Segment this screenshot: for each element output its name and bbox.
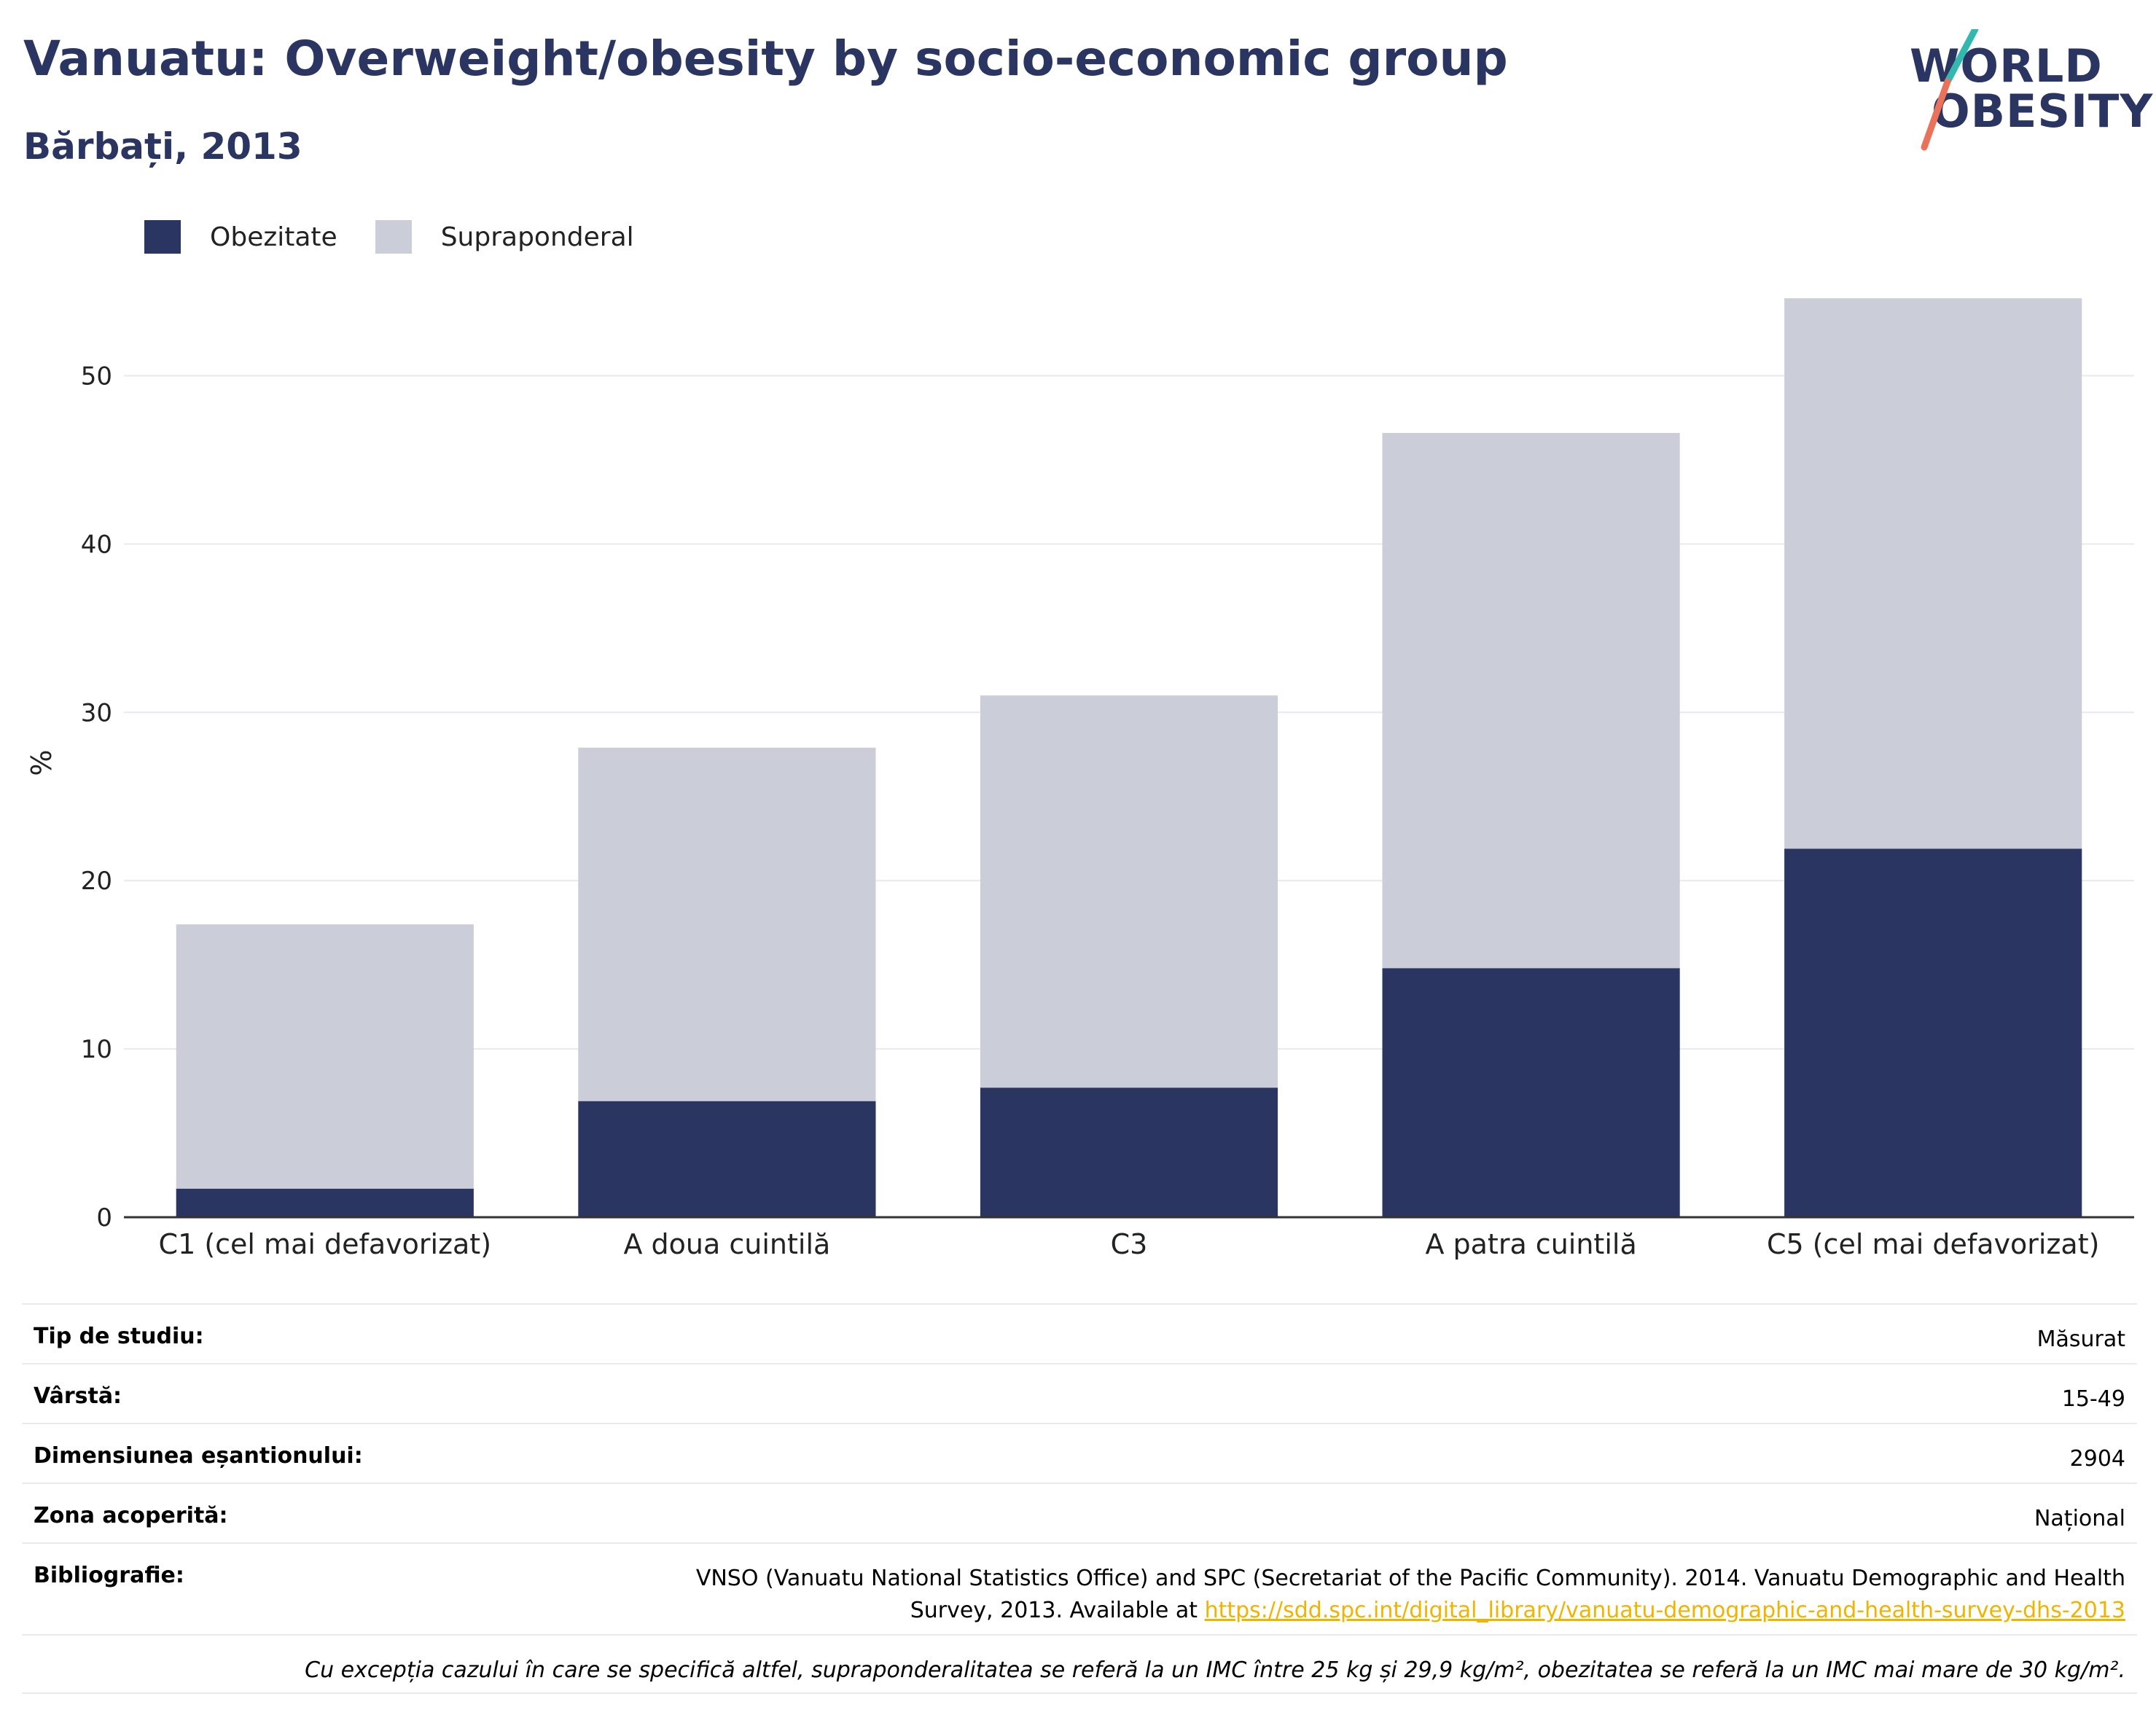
info-label: Tip de studiu: (34, 1324, 204, 1349)
bar-obesity (1382, 968, 1680, 1217)
y-tick-label: 30 (81, 698, 112, 727)
info-row-study-type: Tip de studiu: Măsurat (22, 1303, 2137, 1363)
footnote: Cu excepția cazului în care se specifică… (305, 1657, 2125, 1683)
world-obesity-logo: WORLD OBESITY (1895, 29, 2152, 160)
y-tick-label: 10 (81, 1035, 112, 1064)
x-tick-label: C5 (cel mai defavorizat) (1767, 1228, 2100, 1260)
info-label: Dimensiunea eșantionului: (34, 1443, 363, 1469)
info-value: 2904 (2069, 1446, 2125, 1472)
info-row-note: Cu excepția cazului în care se specifică… (22, 1634, 2137, 1694)
y-axis-label: % (26, 749, 58, 776)
bar-overweight (1784, 298, 2082, 849)
x-tick-label: C1 (cel mai defavorizat) (159, 1228, 492, 1260)
bibliography-text: VNSO (Vanuatu National Statistics Office… (696, 1544, 2125, 1627)
info-label: Bibliografie: (34, 1563, 184, 1588)
legend-swatch-obesity (144, 220, 181, 254)
x-tick-label: C3 (1111, 1228, 1148, 1260)
y-tick-label: 50 (81, 362, 112, 391)
legend-label-obesity: Obezitate (210, 222, 337, 252)
bar-obesity (980, 1087, 1278, 1217)
info-label: Zona acoperită: (34, 1503, 228, 1528)
y-tick-label: 20 (81, 867, 112, 896)
info-table: Tip de studiu: Măsurat Vârstă: 15-49 Dim… (22, 1303, 2137, 1694)
y-tick-label: 40 (81, 530, 112, 559)
legend-item-overweight[interactable]: Supraponderal (375, 220, 634, 254)
x-tick-label: A patra cuintilă (1425, 1228, 1636, 1260)
bar-overweight (1382, 432, 1680, 969)
legend-item-obesity[interactable]: Obezitate (144, 220, 337, 254)
y-tick-label: 0 (96, 1203, 112, 1233)
logo-slash-icon (1921, 29, 1979, 151)
bibliography-link[interactable]: https://sdd.spc.int/digital_library/vanu… (1204, 1598, 2125, 1623)
chart-subtitle: Bărbați, 2013 (23, 125, 302, 168)
logo-word-1: WORLD (1910, 39, 2103, 93)
info-value: Măsurat (2036, 1327, 2125, 1352)
bar-chart: 0 10 20 30 40 50% C1 (cel mai defavorizat) A do… (26, 298, 2134, 1260)
info-row-coverage: Zona acoperită: Național (22, 1483, 2137, 1542)
legend-label-overweight: Supraponderal (440, 222, 634, 252)
bar-overweight (578, 747, 876, 1101)
info-row-sample-size: Dimensiunea eșantionului: 2904 (22, 1423, 2137, 1483)
legend-swatch-overweight (375, 220, 412, 254)
info-label: Vârstă: (34, 1383, 122, 1409)
chart-title: Vanuatu: Overweight/obesity by socio-eco… (23, 31, 1508, 87)
info-value: Național (2034, 1506, 2125, 1531)
bibliography-line-1: VNSO (Vanuatu National Statistics Office… (695, 1566, 2125, 1591)
bar-obesity (1784, 848, 2082, 1217)
bar-overweight (176, 924, 474, 1189)
info-row-age: Vârstă: 15-49 (22, 1363, 2137, 1423)
bar-obesity (176, 1188, 474, 1217)
bibliography-line-2: Survey, 2013. Available at (910, 1598, 1205, 1623)
logo-word-2: OBESITY (1932, 85, 2154, 138)
legend: Obezitate Supraponderal (144, 219, 672, 255)
bar-obesity (578, 1101, 876, 1217)
x-tick-label: A doua cuintilă (623, 1228, 830, 1260)
bar-overweight (980, 695, 1278, 1088)
info-value: 15-49 (2061, 1386, 2125, 1412)
info-row-bibliography: Bibliografie: VNSO (Vanuatu National Sta… (22, 1542, 2137, 1634)
